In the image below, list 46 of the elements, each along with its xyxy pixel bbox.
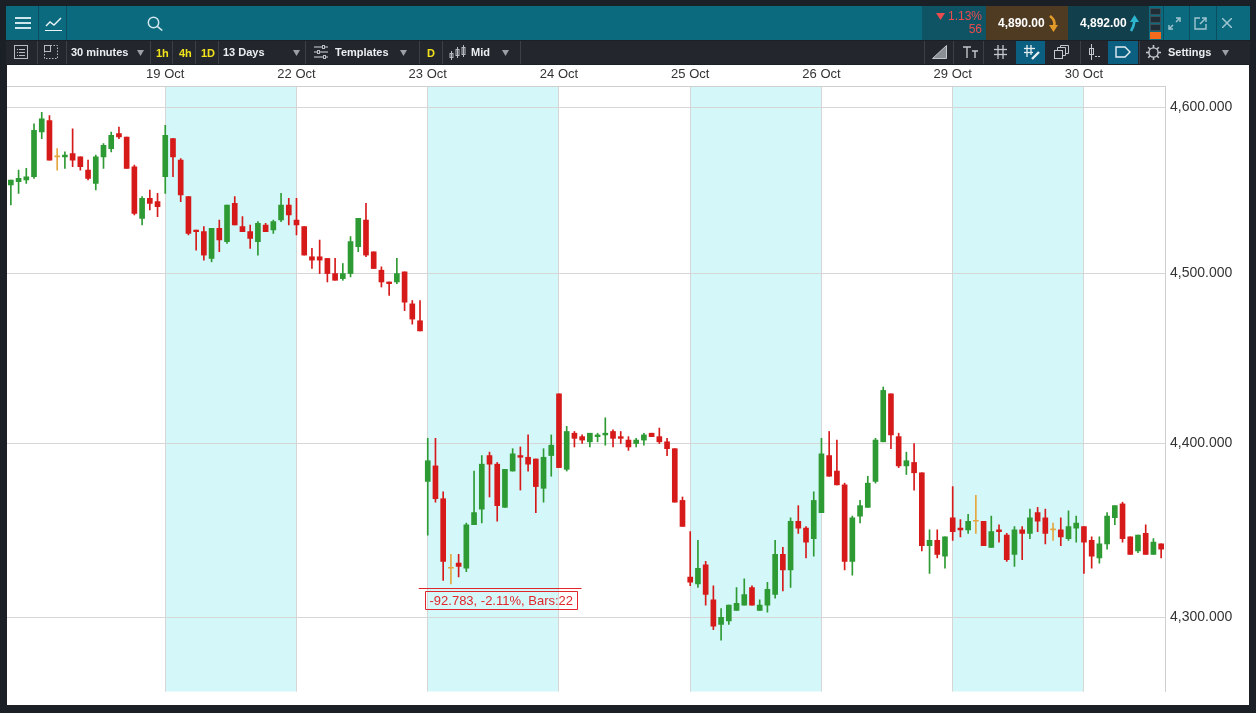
interval-label: 1h: [156, 48, 169, 59]
candlestick: [386, 281, 392, 296]
candlestick: [973, 494, 979, 534]
candlestick: [8, 179, 14, 206]
candlestick: [1073, 515, 1080, 543]
x-tick-label: 22 Oct: [277, 65, 317, 81]
x-tick-label: 25 Oct: [671, 65, 710, 81]
candlestick: [687, 531, 694, 587]
change-percent-label: 1.13%: [947, 10, 982, 22]
interval-label: 1D: [201, 48, 216, 59]
x-tick-label: 19 Oct: [146, 65, 185, 81]
interval-label: 4h: [179, 48, 192, 59]
candlestick: [525, 434, 531, 472]
x-tick-label: 30 Oct: [1064, 65, 1104, 81]
period-label: D: [427, 48, 435, 59]
candlestick: [424, 438, 431, 536]
candlestick: [617, 431, 624, 444]
x-tick-label: 24 Oct: [539, 65, 579, 81]
y-tick-label: 4,300.000: [1170, 608, 1233, 625]
candlestick: [448, 553, 454, 585]
annotation: -92.783, -2.11%, Bars:22: [429, 593, 574, 609]
x-tick-label: 23 Oct: [408, 65, 448, 81]
y-tick-label: 4,500.000: [1170, 264, 1233, 281]
y-tick-label: 4,400.000: [1170, 434, 1233, 451]
interval-label: 30 minutes: [71, 47, 129, 58]
settings-label: Settings: [1168, 47, 1212, 58]
buy-price-label: 4,892.00: [1080, 17, 1127, 29]
y-tick-label: 4,600.000: [1170, 98, 1233, 115]
candlestick: [602, 417, 609, 446]
candlestick: [718, 608, 724, 641]
sell-price-label: 4,890.00: [998, 17, 1045, 29]
range-label: 13 Days: [223, 47, 265, 58]
candlestick: [1057, 517, 1064, 546]
price-type-label: Mid: [471, 47, 490, 58]
candlestick: [62, 151, 68, 169]
candlestick: [23, 168, 30, 184]
change-points-label: 56: [968, 23, 982, 35]
templates-label: Templates: [335, 47, 389, 58]
candlestick: [471, 470, 477, 526]
candlestick: [1019, 526, 1026, 560]
candlestick: [309, 248, 315, 269]
candlestick: [54, 148, 61, 171]
x-tick-label: 29 Oct: [933, 65, 973, 81]
candlestick: [911, 443, 917, 491]
candlestick: [193, 229, 199, 251]
x-tick-label: 26 Oct: [802, 65, 841, 81]
